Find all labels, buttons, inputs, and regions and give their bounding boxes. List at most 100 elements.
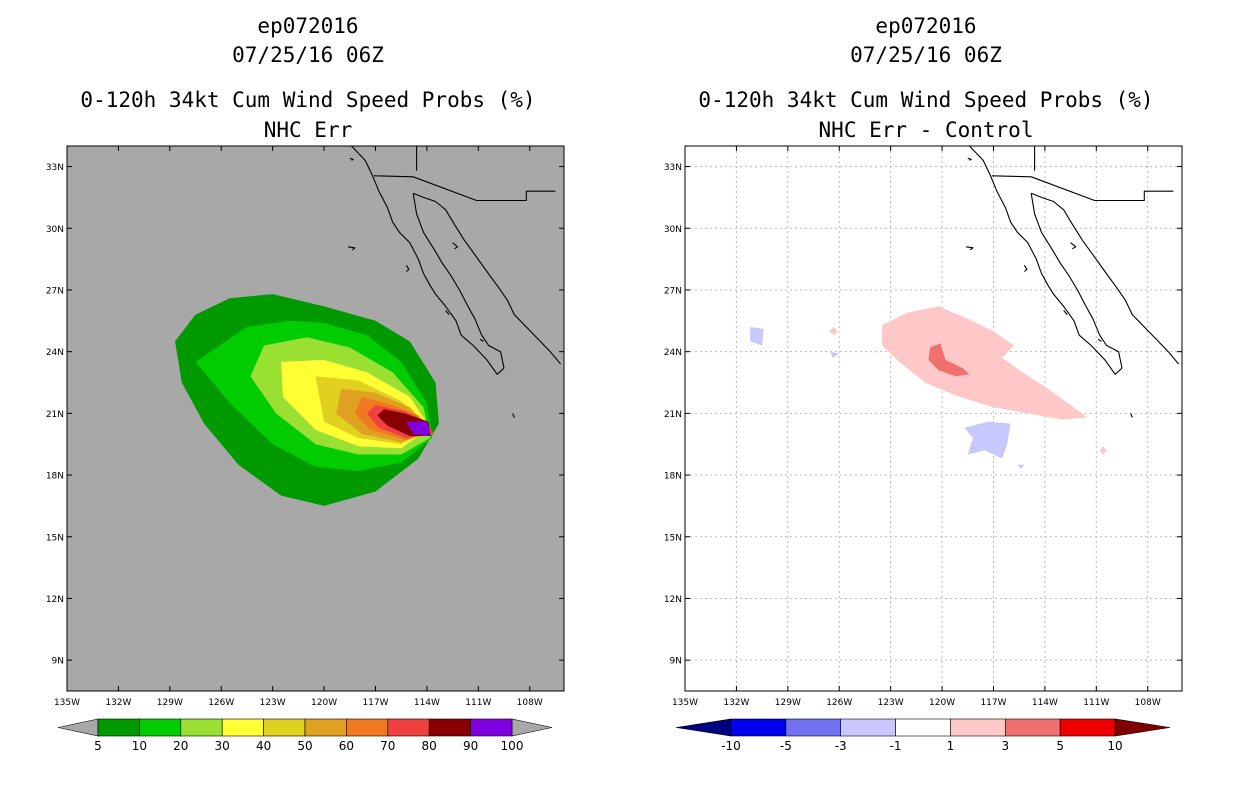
left-colorbar-swatch-4 [263, 718, 306, 737]
left-colorbar-label: 30 [215, 739, 230, 753]
right-colorbar: -10 -5 -3 -1 1 3 5 10 [675, 718, 1171, 753]
left-x-tick-label: 135W [54, 698, 80, 708]
right-island-5 [1130, 413, 1133, 418]
right-y-tick-label: 30N [664, 225, 682, 235]
right-contour-neg1-7 [1017, 464, 1025, 469]
left-island-6 [445, 310, 450, 315]
left-island-5 [512, 413, 515, 418]
left-colorbar-low-end [57, 718, 99, 737]
right-contour-1-0 [882, 306, 1088, 420]
right-y-tick-label: 12N [664, 595, 682, 605]
left-colorbar-swatch-0 [97, 718, 140, 737]
left-y-tick-label: 24N [46, 348, 64, 358]
right-island-2 [1023, 265, 1028, 272]
left-border-us-mexico [373, 175, 556, 202]
left-colorbar-swatch-5 [304, 718, 347, 737]
left-colorbar-label: 90 [463, 739, 478, 753]
right-plot-background [685, 146, 1182, 691]
left-coastline-baja-west [351, 146, 505, 375]
right-x-tick-label: 135W [672, 698, 698, 708]
left-contour-90-9 [406, 421, 430, 436]
left-y-tick-label: 12N [46, 595, 64, 605]
left-colorbar-label: 5 [94, 739, 102, 753]
right-y-tick-label: 18N [664, 472, 682, 482]
right-x-tick-label: 129W [775, 698, 801, 708]
left-x-tick-label: 132W [105, 698, 131, 708]
right-colorbar-swatch-2 [840, 718, 896, 737]
right-colorbar-label: 5 [1056, 739, 1064, 753]
right-chart-subtitle: NHC Err - Control [818, 118, 1034, 142]
left-y-tick-label: 33N [46, 163, 64, 173]
left-x-tick-label: 126W [208, 698, 234, 708]
left-y-tick-label: 9N [52, 657, 64, 667]
right-contour-neg1-5 [830, 351, 840, 358]
left-chart-subtitle: NHC Err [263, 118, 353, 142]
left-y-tick-label: 15N [46, 533, 64, 543]
right-contour-3-3 [928, 343, 970, 377]
right-y-tick-label: 15N [664, 533, 682, 543]
left-x-tick-label: 111W [465, 698, 491, 708]
left-storm-id: ep072016 [257, 14, 359, 38]
left-colorbar-swatch-8 [428, 718, 471, 737]
right-border-us-mexico [991, 175, 1174, 202]
right-colorbar-label: -10 [721, 739, 741, 753]
right-island-4 [1097, 338, 1102, 342]
left-coastline-baja-east [412, 193, 505, 369]
left-x-tick-label: 129W [157, 698, 183, 708]
left-x-tick-label: 108W [517, 698, 543, 708]
left-colorbar-label: 100 [501, 739, 524, 753]
right-colorbar-label: -5 [780, 739, 792, 753]
left-colorbar-label: 40 [256, 739, 271, 753]
right-plot-area [685, 146, 1182, 691]
left-x-tick-label: 114W [414, 698, 440, 708]
right-y-tick-label: 24N [664, 348, 682, 358]
right-coastline-baja-west [969, 146, 1123, 375]
left-colorbar-swatch-6 [346, 718, 389, 737]
right-x-tick-label: 120W [929, 698, 955, 708]
right-colorbar-high-end [1114, 718, 1171, 737]
right-colorbar-low-end [675, 718, 732, 737]
right-x-tick-label: 132W [723, 698, 749, 708]
right-x-tick-label: 123W [878, 698, 904, 708]
left-colorbar: 5 10 20 30 40 50 60 70 80 90 100 [57, 718, 553, 753]
left-colorbar-high-end [511, 718, 553, 737]
right-contour-1-2 [1099, 446, 1107, 455]
left-colorbar-label: 70 [380, 739, 395, 753]
left-colorbar-label: 20 [173, 739, 188, 753]
left-plot-area [175, 146, 562, 506]
left-plot-frame [66, 145, 565, 692]
right-y-tick-label: 27N [664, 286, 682, 296]
left-island-4 [479, 338, 484, 342]
left-x-tick-label: 117W [362, 698, 388, 708]
right-island-6 [1063, 310, 1068, 315]
right-colorbar-label: -1 [890, 739, 902, 753]
right-coastline-mainland [1030, 192, 1180, 365]
left-colorbar-swatch-7 [387, 718, 430, 737]
left-island-0 [349, 157, 354, 161]
right-contour-1-1 [829, 327, 838, 336]
right-island-1 [966, 246, 974, 251]
right-colorbar-label: 3 [1001, 739, 1009, 753]
right-y-tick-label: 9N [670, 657, 682, 667]
left-datetime: 07/25/16 06Z [232, 43, 384, 67]
right-x-tick-label: 126W [826, 698, 852, 708]
left-chart-title: 0-120h 34kt Cum Wind Speed Probs (%) [80, 88, 536, 112]
right-colorbar-swatch-1 [785, 718, 842, 737]
right-colorbar-swatch-6 [1059, 718, 1116, 737]
right-plot-frame [684, 145, 1183, 692]
right-colorbar-label: 1 [947, 739, 955, 753]
right-x-tick-label: 117W [980, 698, 1006, 708]
left-colorbar-swatch-3 [221, 718, 264, 737]
right-x-tick-label: 108W [1135, 698, 1161, 708]
left-colorbar-label: 60 [339, 739, 354, 753]
left-y-tick-label: 27N [46, 286, 64, 296]
left-y-tick-label: 30N [46, 225, 64, 235]
left-island-3 [452, 242, 459, 250]
right-contour-neg1-6 [964, 421, 1011, 459]
left-colorbar-label: 10 [132, 739, 147, 753]
right-island-0 [967, 157, 972, 161]
left-colorbar-label: 80 [422, 739, 437, 753]
right-x-tick-label: 111W [1083, 698, 1109, 708]
left-x-tick-label: 123W [260, 698, 286, 708]
